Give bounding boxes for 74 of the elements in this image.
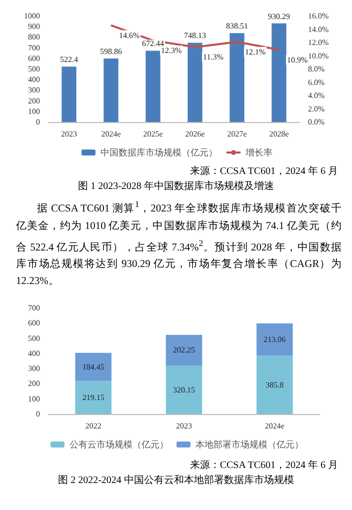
y-tick-label: 400	[28, 348, 40, 358]
y-tick-label: 200	[28, 96, 40, 106]
x-tick-label: 2024e	[101, 130, 122, 138]
bar	[62, 66, 76, 122]
data-label: 748.13	[184, 31, 206, 40]
y-tick-label: 700	[28, 304, 40, 312]
y-tick-label: 0	[36, 118, 40, 126]
legend-label: 中国数据库市场规模（亿元）	[100, 148, 218, 158]
data-label: 14.6%	[119, 30, 140, 40]
data-label: 930.29	[268, 12, 290, 21]
y-tick-label: 700	[28, 43, 40, 52]
y2-tick-label: 8.0%	[308, 64, 325, 74]
bar	[146, 50, 160, 122]
data-label: 213.06	[264, 334, 286, 344]
bar	[104, 58, 118, 122]
data-label: 219.15	[82, 392, 104, 402]
y-tick-label: 200	[28, 379, 40, 388]
y-tick-label: 100	[28, 106, 40, 116]
x-tick-label: 2022	[85, 422, 102, 430]
bar	[230, 33, 244, 122]
y2-tick-label: 10.0%	[308, 51, 329, 60]
y-tick-label: 500	[28, 64, 40, 74]
data-label: 598.86	[100, 47, 122, 56]
y-tick-label: 600	[28, 318, 40, 328]
bar	[166, 366, 202, 414]
y-tick-label: 800	[28, 32, 40, 42]
y-tick-label: 500	[28, 334, 40, 343]
legend-label: 增长率	[244, 148, 272, 158]
x-tick-label: 2027e	[227, 130, 248, 138]
bar	[272, 23, 286, 122]
source-note: 来源：CCSA TC601，2024 年 6 月	[190, 164, 338, 178]
y2-tick-label: 14.0%	[308, 24, 329, 34]
x-tick-label: 2025e	[143, 130, 164, 138]
y2-tick-label: 16.0%	[308, 12, 329, 20]
x-tick-label: 2026e	[185, 130, 206, 138]
data-label: 838.51	[226, 22, 248, 31]
x-tick-label: 2028e	[269, 130, 290, 138]
data-label: 12.1%	[245, 47, 266, 56]
data-label: 184.45	[82, 362, 104, 372]
data-label: 385.8	[266, 380, 284, 390]
legend-label: 本地部署市场规模（亿元）	[196, 440, 304, 450]
bar	[75, 380, 112, 414]
data-label: 522.4	[60, 55, 78, 64]
x-tick-label: 2024e	[264, 422, 285, 430]
data-label: 202.25	[173, 346, 195, 355]
y2-tick-label: 0.0%	[308, 118, 325, 126]
y2-tick-label: 4.0%	[308, 91, 325, 100]
legend-label: 公有云市场规模（亿元）	[70, 440, 168, 450]
y-tick-label: 0	[36, 410, 40, 418]
y2-tick-label: 12.0%	[308, 38, 329, 47]
text: 图 2 2022-2024 中国公有云和本地部署数据库市场规模	[57, 474, 295, 487]
text: 图 1 2023-2028 年中国数据库市场规模及增速	[77, 180, 275, 193]
y-tick-label: 100	[28, 394, 40, 404]
data-label: 320.15	[173, 385, 195, 394]
y2-tick-label: 2.0%	[308, 104, 325, 114]
x-tick-label: 2023	[61, 130, 77, 138]
y-tick-label: 400	[28, 75, 40, 84]
bar	[166, 334, 202, 366]
y2-tick-label: 6.0%	[308, 78, 325, 87]
bar	[256, 323, 293, 356]
data-label: 10.9%	[287, 55, 308, 64]
y-tick-label: 300	[28, 364, 40, 374]
data-label: 11.3%	[203, 52, 224, 62]
bar	[256, 356, 293, 414]
text: 据 CCSA TC601 测算$^{1}$，2023 年全球数据库市场规模首次突破千亿美金，约为 1010 亿美元，中国数据库市场规模为 74.1 亿美元（约合 522.4 亿元人民币），占全球 7.34%$^{2}$。预计到 2028 年，中国数据库市场总规模将达到 930.29 亿元，市场年复合增长率（CAGR）为 12.23%。	[16, 199, 342, 287]
y-tick-label: 600	[28, 54, 40, 63]
y-tick-label: 1000	[24, 12, 40, 20]
x-tick-label: 2023	[176, 422, 192, 430]
y-tick-label: 300	[28, 86, 40, 95]
bar	[75, 352, 112, 381]
bar	[188, 42, 202, 122]
source-note: 来源：CCSA TC601，2024 年 6 月	[190, 458, 338, 472]
y-tick-label: 900	[28, 22, 40, 32]
data-label: 12.3%	[161, 46, 182, 56]
